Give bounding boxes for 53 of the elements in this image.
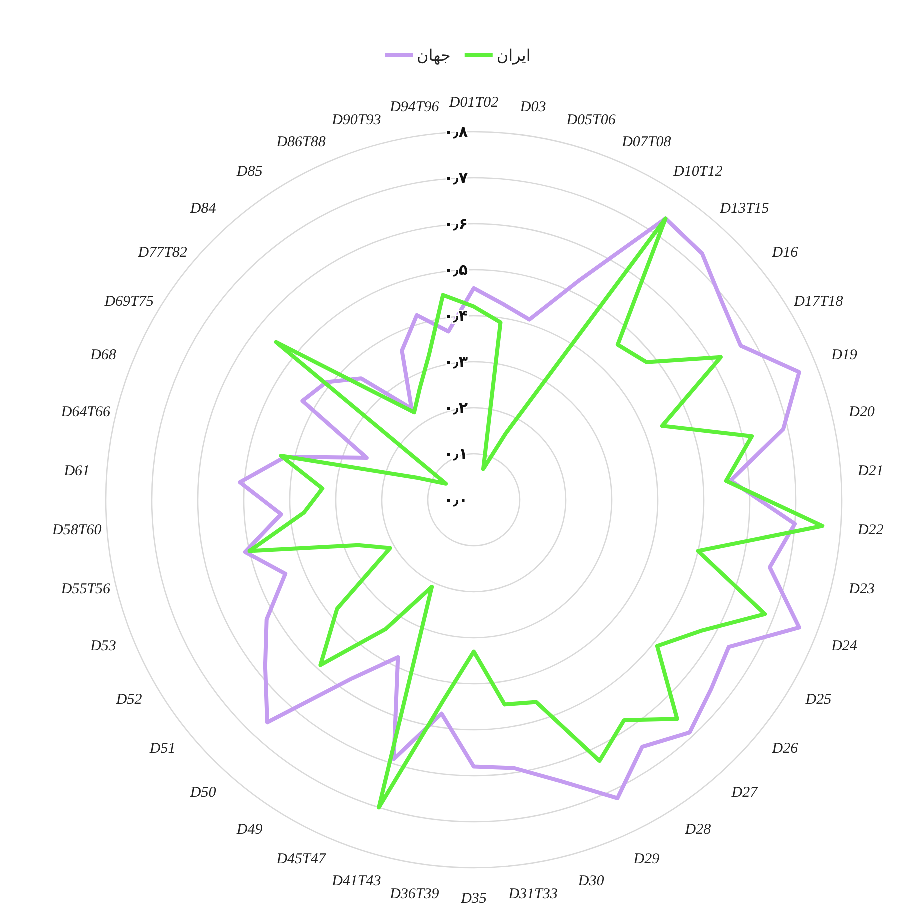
- spoke-label: D05T06: [566, 112, 616, 129]
- spoke-label: D85: [236, 164, 264, 180]
- spoke-label: D31T33: [508, 886, 558, 903]
- spoke-label: D21: [856, 463, 884, 480]
- spoke-label: D29: [632, 852, 660, 868]
- spoke-label: D20: [848, 404, 876, 420]
- y-tick-label: ۰٫۸: [444, 123, 468, 141]
- spoke-label: D77T82: [137, 244, 188, 261]
- spoke-label: D68: [90, 348, 117, 364]
- spoke-label: D51: [148, 741, 176, 758]
- spoke-label: D55T56: [60, 582, 112, 598]
- y-tick-label: ۰٫۰: [444, 491, 468, 509]
- spoke-label: D17T18: [793, 294, 844, 310]
- spoke-label: D61: [63, 463, 90, 480]
- spoke-label: D19: [830, 348, 858, 364]
- spoke-label: D26: [771, 741, 799, 758]
- spoke-label: D94T96: [389, 99, 440, 116]
- y-tick-label: ۰٫۷: [444, 169, 468, 187]
- spoke-label: D64T66: [60, 404, 112, 420]
- spoke-label: D52: [115, 692, 143, 708]
- spoke-label: D53: [90, 638, 116, 654]
- spoke-label: D58T60: [52, 522, 102, 539]
- spoke-label: D69T75: [104, 294, 154, 310]
- spoke-label: D25: [804, 692, 832, 708]
- spoke-label: D86T88: [276, 134, 326, 150]
- spoke-label: D84: [189, 201, 217, 218]
- y-tick-label: ۰٫۵: [444, 261, 468, 279]
- legend-label: ایران: [496, 46, 531, 65]
- spoke-label: D27: [730, 784, 760, 801]
- spoke-label: D24: [830, 638, 858, 654]
- spoke-label: D50: [189, 784, 217, 801]
- spoke-label: D45T47: [276, 852, 328, 868]
- spoke-label: D01T02: [448, 95, 500, 111]
- spoke-label: D16: [771, 244, 799, 261]
- y-tick-label: ۰٫۱: [444, 445, 468, 463]
- spoke-label: D49: [236, 822, 264, 838]
- y-tick-label: ۰٫۴: [444, 307, 468, 325]
- legend-label: جهان: [417, 46, 451, 65]
- spoke-label: D30: [577, 873, 605, 890]
- spoke-label: D03: [519, 99, 546, 116]
- spoke-label: D36T39: [389, 886, 440, 903]
- y-tick-label: ۰٫۶: [444, 215, 468, 233]
- spoke-label: D10T12: [672, 164, 724, 180]
- spoke-label: D90T93: [331, 112, 382, 129]
- spoke-label: D22: [856, 522, 884, 539]
- spoke-label: D07T08: [621, 134, 672, 150]
- spoke-label: D28: [684, 822, 712, 838]
- spoke-label: D23: [848, 582, 875, 598]
- spoke-label: D35: [460, 891, 488, 907]
- y-tick-label: ۰٫۲: [444, 399, 468, 417]
- spoke-label: D13T15: [719, 201, 770, 218]
- y-tick-label: ۰٫۳: [444, 353, 468, 371]
- spoke-label: D41T43: [331, 873, 382, 890]
